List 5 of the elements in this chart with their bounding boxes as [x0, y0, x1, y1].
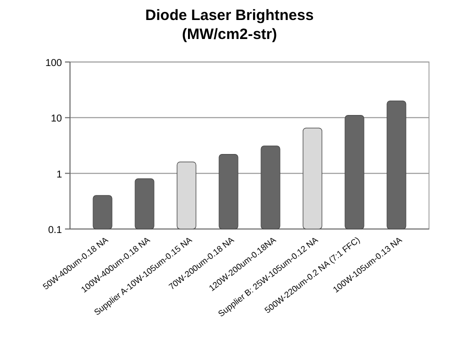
- y-tick-label: 10: [50, 114, 62, 125]
- y-tick-label: 1: [56, 169, 62, 180]
- chart-title: Diode Laser Brightness (MW/cm2-str): [145, 7, 314, 43]
- y-tick-label: 0.1: [48, 225, 62, 236]
- y-tick-label: 100: [45, 58, 62, 69]
